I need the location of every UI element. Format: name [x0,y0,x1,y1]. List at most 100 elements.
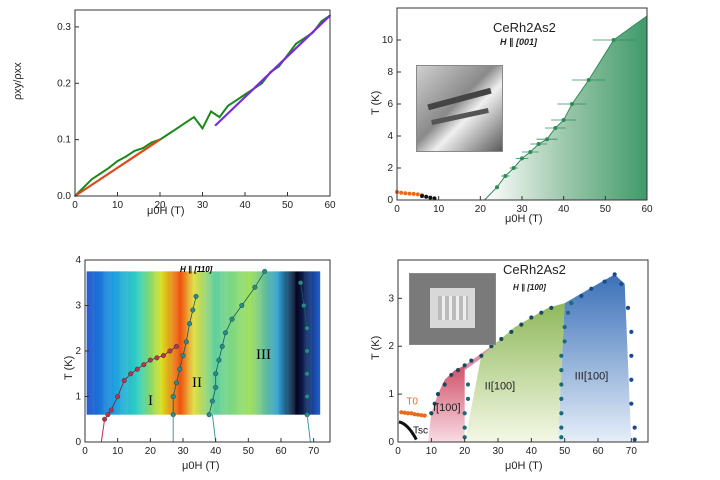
panel-c-xtick-label: 70 [308,446,320,457]
boundary-point-III [629,377,634,382]
boundary-point-II-right [562,339,567,344]
panel-d-title: CeRh2As2 [503,262,566,277]
series-data-point [295,42,297,45]
black-point [428,195,433,200]
panel-c: 0 10 20 30 40 50 60 70 0 1 2 3 4 [75,255,331,457]
boundary-point-II-left [465,396,471,401]
boundary-point-III [629,353,634,358]
heatmap-stripe [120,271,129,415]
boundary-point-II-right [559,382,564,387]
heatmap-stripe [153,271,162,415]
series-fit-low [74,138,161,197]
heatmap-stripe [186,271,196,415]
panel-d-ytick-label: 2 [388,341,394,352]
boundary-point-I [549,305,554,310]
boundary-point-III [632,425,637,430]
orange-point [399,190,404,195]
boundary-point-II-right [559,353,564,358]
boundary-point [545,137,549,142]
boundary-point [570,102,574,106]
panel-b-ytick-label: 0 [387,195,393,206]
series-data-point [244,93,246,96]
heatmap-stripe [203,271,212,415]
panel-d-xtick-label: 20 [459,446,471,457]
boundary-point-II-left [462,435,467,440]
orange-point [405,411,411,416]
panel-d-ylabel: T (K) [370,335,382,360]
boundary-point-I [455,368,461,373]
boundary-point-II-right [559,425,564,430]
panel-d-xlabel: μ0H (T) [505,460,543,472]
boundary-point-I [499,336,504,342]
boundary-point-II-right [559,435,564,440]
orange-point [412,412,417,417]
boundary-point [511,166,516,170]
heatmap-stripe [103,271,112,415]
panel-a-xtick-label: 30 [197,200,209,211]
heatmap-stripe [270,271,279,415]
boundary-point [520,156,524,161]
panel-a-xlabel: μ0H (T) [147,205,185,217]
series-fit-low-point [159,139,161,141]
label-I100: I[100] [433,402,461,414]
boundary-point-I [432,401,437,406]
panel-a-ytick-label: 0.0 [57,191,71,202]
series-data-point [91,178,93,180]
panel-a: 0 10 20 30 40 50 60 0.0 0.1 0.2 0.3 [57,9,336,211]
phase-line-point [177,366,183,372]
phase-label-II: II [192,375,202,391]
phase-line-point [239,303,245,309]
panel-d-xtick-label: 0 [395,446,401,457]
boundary-point-II-right [559,368,564,373]
heatmap-stripe [136,271,146,415]
panel-b-xlabel: μ0H (T) [505,213,543,225]
panel-c-ytick-label: 0 [75,437,81,448]
panel-a-ylabel: ρxy/ρxx [12,62,24,100]
boundary-point [611,38,616,42]
boundary-point-III [579,293,584,299]
boundary-point-I [529,315,534,320]
boundary-point [528,150,533,154]
phase-label-III: III [256,347,271,363]
panel-b-xtick-label: 60 [641,204,653,215]
phase-line-extension [306,414,311,443]
panel-b-ylabel: T (K) [370,90,382,115]
phase-line-point [147,357,153,363]
phase-line-point [301,303,307,309]
boundary-point-III [602,279,607,284]
phase-line-point [154,355,160,361]
panel-a-xtick-label: 20 [154,200,166,211]
boundary-point-I [462,363,467,368]
series-data-point [150,141,153,144]
series-fit-high-point [214,124,216,127]
orange-point [402,410,407,415]
boundary-point-II-left [462,411,467,416]
panel-c-ylabel: T (K) [63,355,75,380]
panel-a-xtick-label: 60 [324,200,336,211]
tsc-curve [398,420,418,441]
boundary-point-III [612,272,617,277]
orange-point [411,191,416,196]
heatmap-band [86,271,321,415]
boundary-point [536,142,541,146]
panel-b-xtick-label: 40 [558,204,570,215]
phase-line-point [187,321,193,327]
panel-c-xtick-label: 40 [210,446,222,457]
panel-d-xtick-label: 10 [426,446,438,457]
boundary-point-III [629,329,634,334]
phase-line-point [173,343,179,349]
phase-line-point [206,412,212,418]
phase-line-point [190,307,196,313]
boundary-point-I [435,392,441,397]
boundary-point-I [469,358,474,363]
phase-line-point [304,325,310,331]
boundary-point-I [539,310,544,315]
boundary-point-II-right [559,411,564,416]
black-point [420,194,424,198]
label-III100: III[100] [575,371,609,383]
phase-region-II [464,303,565,442]
boundary-point-III [625,305,631,310]
panel-a-ytick-label: 0.3 [57,22,71,33]
orange-point [403,191,408,196]
phase-line-point [229,316,235,322]
